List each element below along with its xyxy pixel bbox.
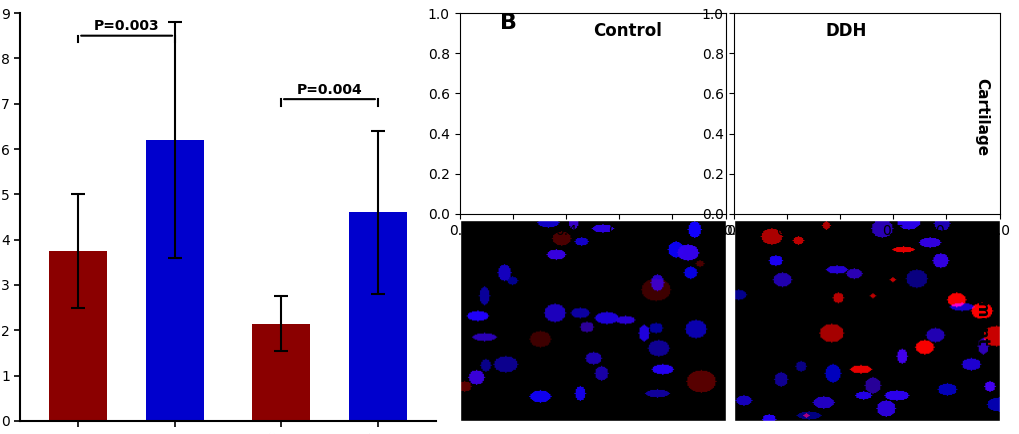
- Text: P=0.003: P=0.003: [94, 20, 159, 33]
- Text: DDH: DDH: [825, 22, 866, 39]
- Bar: [146, 140, 204, 421]
- Bar: [348, 213, 407, 421]
- Text: Control: Control: [592, 22, 661, 39]
- Text: Cartilage: Cartilage: [973, 78, 988, 156]
- Text: P=0.004: P=0.004: [297, 83, 362, 97]
- Bar: [252, 323, 310, 421]
- Text: Ligment: Ligment: [973, 277, 988, 348]
- Text: B: B: [499, 13, 517, 33]
- Bar: [49, 251, 107, 421]
